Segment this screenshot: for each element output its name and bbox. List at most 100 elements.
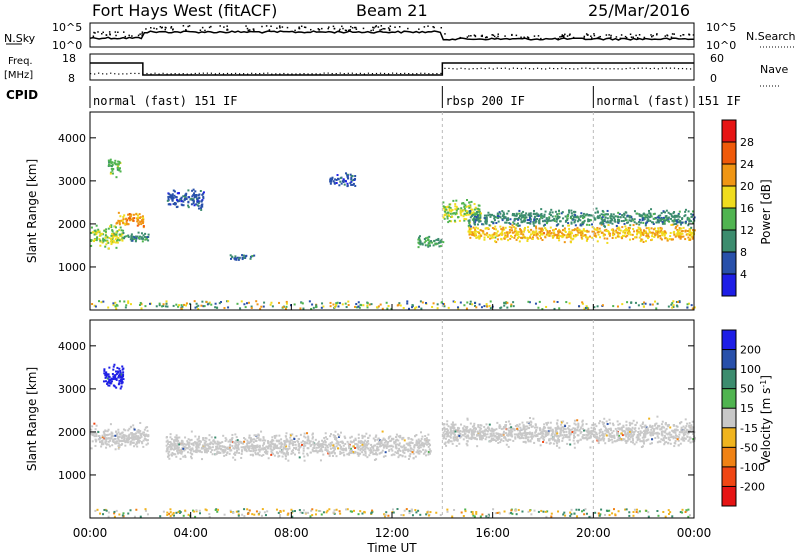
data-cell: [192, 199, 194, 201]
data-cell: [555, 211, 557, 213]
data-cell: [135, 213, 137, 215]
data-cell: [284, 444, 286, 446]
data-cell: [631, 218, 633, 220]
data-cell: [530, 229, 532, 231]
data-cell: [632, 438, 634, 440]
data-cell: [188, 438, 190, 440]
ground-scatter-cell: [448, 307, 450, 309]
data-cell: [539, 222, 541, 224]
data-cell: [684, 211, 686, 213]
data-cell: [285, 453, 287, 455]
data-cell: [325, 436, 327, 438]
power-ylabel: Slant Range [km]: [25, 159, 39, 263]
data-cell: [612, 234, 614, 236]
data-cell: [657, 227, 659, 229]
data-cell: [648, 229, 650, 231]
data-cell: [479, 237, 481, 239]
data-cell: [520, 229, 522, 231]
nave-point: [130, 73, 131, 74]
data-cell: [566, 217, 568, 219]
data-cell: [677, 231, 679, 233]
data-cell: [117, 429, 119, 431]
data-cell: [251, 443, 253, 445]
noise-search-point: [528, 37, 530, 39]
data-cell: [657, 216, 659, 218]
nave-point: [654, 68, 655, 69]
data-cell: [136, 438, 138, 440]
data-cell: [639, 219, 641, 221]
nave-point: [440, 73, 441, 74]
data-cell: [495, 222, 497, 224]
data-cell: [475, 233, 477, 235]
ground-scatter-cell: [163, 303, 165, 305]
data-cell: [540, 437, 542, 439]
ground-scatter-cell: [443, 305, 445, 307]
data-cell: [130, 236, 132, 238]
data-cell: [278, 440, 280, 442]
data-cell: [166, 447, 168, 449]
data-cell: [240, 442, 242, 444]
ground-scatter-cell: [337, 305, 339, 307]
data-cell: [124, 429, 126, 431]
data-cell: [660, 237, 662, 239]
data-cell: [142, 221, 144, 223]
noise-search-point: [172, 28, 174, 30]
ground-scatter-cell: [286, 303, 288, 305]
data-cell: [611, 439, 613, 441]
ground-scatter-cell: [512, 301, 514, 303]
data-cell: [133, 442, 135, 444]
ground-scatter-cell: [649, 304, 651, 306]
data-cell: [181, 444, 183, 446]
data-cell: [350, 177, 352, 179]
data-cell: [229, 448, 231, 450]
data-cell: [123, 435, 125, 437]
data-cell: [354, 175, 356, 177]
data-cell: [523, 228, 525, 230]
data-cell: [611, 218, 613, 220]
nave-point: [211, 73, 212, 74]
noise-search-point: [593, 33, 595, 35]
data-cell: [292, 441, 294, 443]
data-cell: [676, 220, 678, 222]
data-cell: [115, 238, 117, 240]
data-cell: [293, 438, 295, 440]
data-cell: [358, 446, 360, 448]
data-cell: [616, 232, 618, 234]
noise-traces: [90, 25, 694, 40]
data-cell: [682, 236, 684, 238]
data-cell: [497, 442, 499, 444]
noise-right-label: N.Search: [746, 30, 796, 43]
data-cell: [236, 452, 238, 454]
nave-point: [227, 73, 228, 74]
data-cell: [142, 238, 144, 240]
data-cell: [171, 443, 173, 445]
ground-scatter-cell: [339, 302, 341, 304]
nave-point: [352, 73, 353, 74]
data-cell: [114, 443, 116, 445]
nave-point: [561, 68, 562, 69]
nave-point: [126, 73, 127, 74]
data-cell: [281, 443, 283, 445]
data-cell: [364, 445, 366, 447]
data-cell: [416, 451, 418, 453]
data-cell: [401, 446, 403, 448]
data-cell: [114, 162, 116, 164]
data-cell: [430, 240, 432, 242]
noise-search-point: [266, 25, 268, 27]
nave-point: [332, 73, 333, 74]
data-cell: [298, 438, 300, 440]
data-cell: [498, 221, 500, 223]
data-cell: [142, 217, 144, 219]
noise-search-point: [189, 25, 191, 27]
ground-scatter-cell: [342, 303, 344, 305]
data-cell: [171, 199, 173, 201]
data-cell: [641, 219, 643, 221]
data-cell: [648, 227, 650, 229]
data-cell: [231, 437, 233, 439]
nave-point: [114, 73, 115, 74]
ground-scatter-cell: [98, 300, 100, 302]
data-cell: [625, 211, 627, 213]
data-cell: [426, 437, 428, 439]
ground-scatter-cell: [251, 307, 253, 309]
data-cell: [419, 235, 421, 237]
